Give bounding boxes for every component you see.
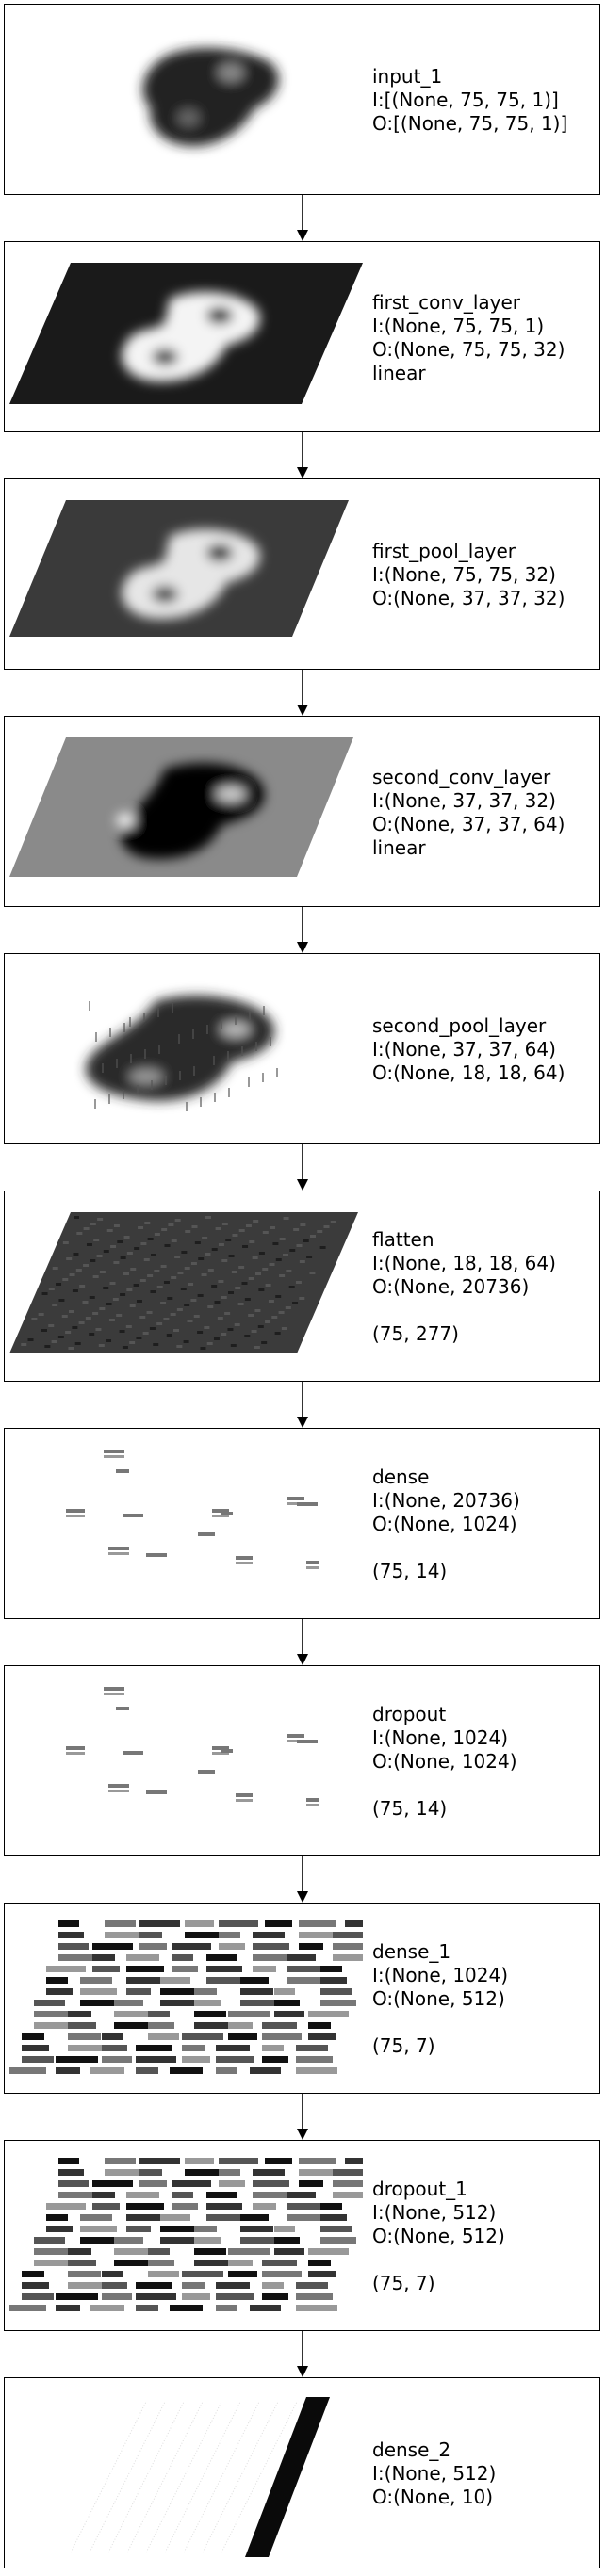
arrow-2 — [297, 432, 308, 478]
arrow-4 — [297, 907, 308, 953]
arrow-6 — [297, 1382, 308, 1428]
arrow-7 — [297, 1619, 308, 1665]
arrow-9 — [297, 2094, 308, 2140]
arrow-1 — [297, 195, 308, 241]
arrow-5 — [297, 1144, 308, 1191]
arrow-3 — [297, 670, 308, 716]
arrow-8 — [297, 1856, 308, 1903]
arrow-10 — [297, 2331, 308, 2377]
